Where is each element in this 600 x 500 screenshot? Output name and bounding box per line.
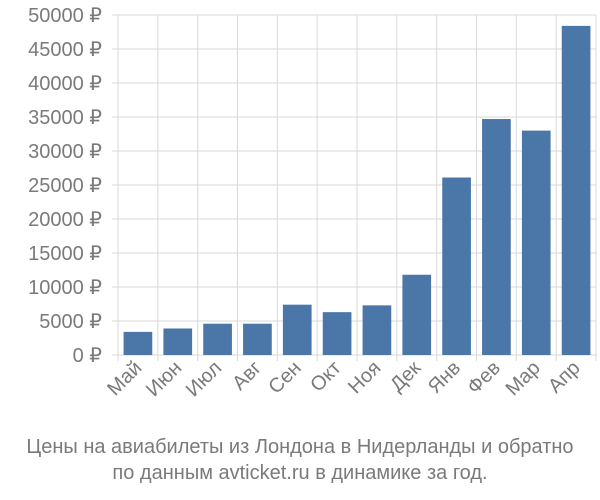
bar-8 — [402, 274, 432, 355]
x-tick-label: Июл — [182, 357, 226, 401]
x-tick-label: Авг — [228, 357, 266, 395]
chart-caption-line-2: по данным avticket.ru в динамике за год. — [112, 462, 488, 484]
y-tick-label: 50000 ₽ — [28, 5, 102, 27]
y-tick-label: 40000 ₽ — [28, 73, 102, 95]
x-tick-label: Дек — [386, 357, 425, 396]
x-tick-label: Янв — [424, 357, 465, 398]
x-tick-label: Фев — [463, 357, 505, 399]
y-tick-label: 0 ₽ — [73, 345, 103, 367]
bar-1 — [123, 331, 153, 355]
bar-11 — [521, 130, 551, 355]
y-tick-label: 35000 ₽ — [28, 107, 102, 129]
bar-10 — [482, 119, 511, 355]
bar-7 — [362, 305, 392, 355]
price-bar-chart: 0 ₽ 5000 ₽ 10000 ₽ 15000 ₽ 20000 ₽ 25000 ₽ 300… — [28, 5, 597, 401]
y-tick-label: 10000 ₽ — [28, 277, 102, 299]
bar-5 — [282, 304, 312, 355]
x-tick-label: Ноя — [344, 357, 385, 398]
bar-2 — [163, 328, 193, 355]
bar-12 — [561, 25, 591, 355]
y-tick-label: 20000 ₽ — [28, 209, 102, 231]
x-tick-label: Сен — [264, 357, 305, 398]
y-tick-label: 25000 ₽ — [28, 175, 102, 197]
x-tick-label: Мар — [502, 357, 545, 400]
y-tick-label: 45000 ₽ — [28, 39, 102, 61]
y-tick-label: 30000 ₽ — [28, 141, 102, 163]
x-tick-label: Апр — [544, 357, 585, 398]
x-tick-label: Май — [103, 357, 146, 400]
bar-6 — [322, 312, 352, 355]
chart-caption-line-1: Цены на авиабилеты из Лондона в Нидерлан… — [26, 436, 574, 458]
x-tick-label: Июн — [142, 357, 186, 401]
y-tick-label: 15000 ₽ — [28, 243, 102, 265]
bar-3 — [203, 323, 232, 355]
y-tick-label: 5000 ₽ — [39, 311, 102, 333]
bar-9 — [442, 177, 471, 355]
bar-4 — [243, 323, 272, 355]
x-tick-label: Окт — [306, 357, 345, 396]
